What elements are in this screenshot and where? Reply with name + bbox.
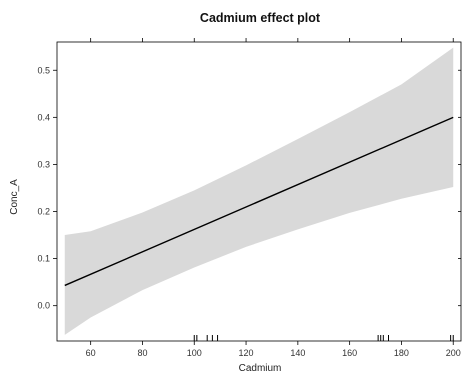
x-tick-label: 80 bbox=[137, 348, 147, 358]
x-tick-label: 160 bbox=[342, 348, 357, 358]
x-tick-label: 120 bbox=[239, 348, 254, 358]
y-tick-label: 0.2 bbox=[37, 207, 50, 217]
y-tick-label: 0.1 bbox=[37, 254, 50, 264]
x-axis: 60 80 100 120 140 160 180 200 bbox=[86, 38, 461, 358]
y-axis: 0.0 0.1 0.2 0.3 0.4 0.5 bbox=[37, 65, 461, 311]
x-tick-label: 180 bbox=[394, 348, 409, 358]
plot-frame bbox=[56, 41, 462, 342]
y-axis-label: Conc_A bbox=[9, 179, 20, 215]
y-tick-label: 0.0 bbox=[37, 301, 50, 311]
x-tick-label: 140 bbox=[290, 348, 305, 358]
fitted-line-0 bbox=[64, 116, 454, 287]
chart-title: Cadmium effect plot bbox=[200, 11, 321, 25]
x-tick-label: 200 bbox=[446, 348, 461, 358]
confidence-band-layer bbox=[64, 47, 454, 335]
x-tick-label: 100 bbox=[187, 348, 202, 358]
y-tick-label: 0.5 bbox=[37, 65, 50, 75]
rug-layer bbox=[193, 335, 454, 341]
y-tick-label: 0.3 bbox=[37, 159, 50, 169]
y-tick-label: 0.4 bbox=[37, 112, 50, 122]
confidence-band bbox=[64, 47, 454, 335]
x-axis-label: Cadmium bbox=[239, 363, 282, 374]
x-tick-label: 60 bbox=[86, 348, 96, 358]
fitted-line-layer bbox=[64, 116, 454, 287]
